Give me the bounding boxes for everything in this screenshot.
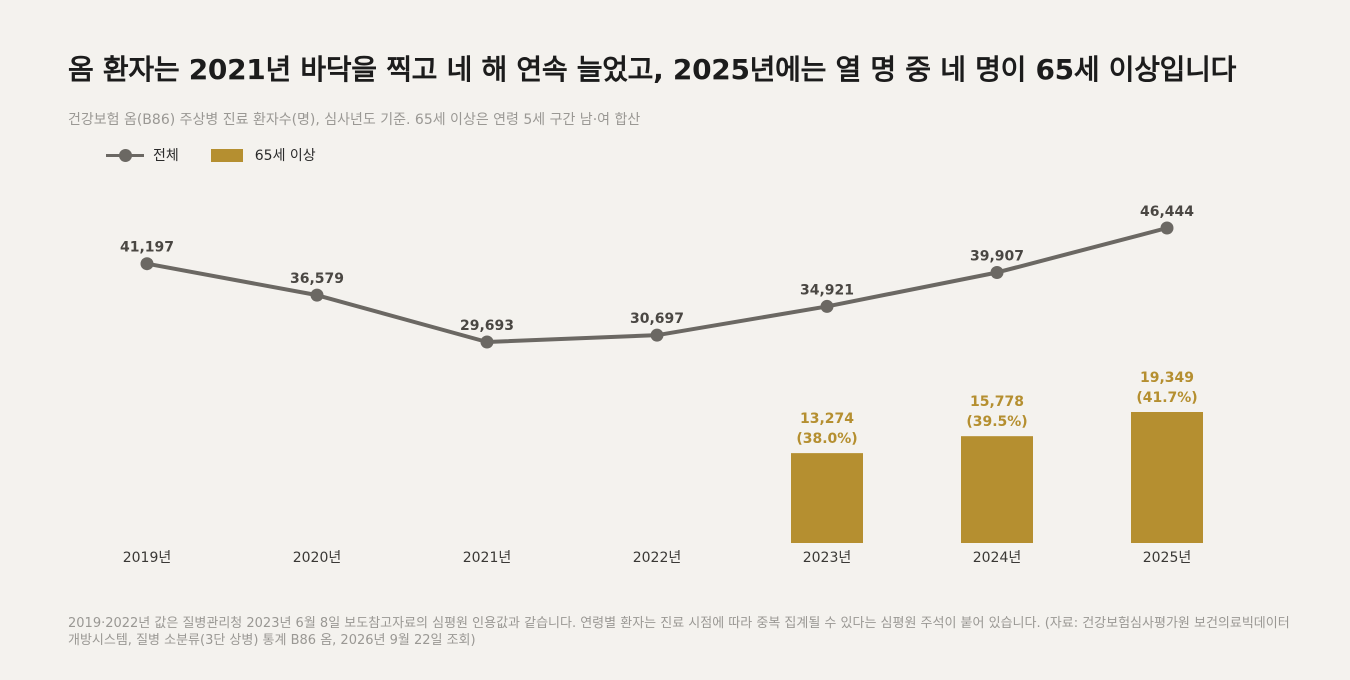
legend-item-total: 전체	[106, 145, 179, 165]
bar-value-label: 15,778	[970, 394, 1024, 410]
line-point-2022년	[650, 328, 664, 342]
legend-item-senior: 65세 이상	[210, 145, 316, 165]
bar-share-label: (41.7%)	[1136, 390, 1197, 406]
legend-bar-swatch-icon	[210, 148, 243, 162]
chart-subtitle: 건강보험 옴(B86) 주상병 진료 환자수(명), 심사년도 기준. 65세 …	[68, 112, 641, 128]
bar-share-label: (39.5%)	[966, 414, 1027, 430]
x-tick-label: 2023년	[803, 550, 852, 566]
line-point-2019년	[140, 257, 154, 271]
line-value-label: 30,697	[630, 311, 684, 327]
line-value-label: 39,907	[970, 248, 1024, 264]
chart-title: 옴 환자는 2021년 바닥을 찍고 네 해 연속 늘었고, 2025년에는 열…	[68, 53, 1237, 86]
line-point-2025년	[1160, 221, 1174, 235]
bar-value-label: 19,349	[1140, 370, 1194, 386]
x-tick-label: 2024년	[973, 550, 1022, 566]
legend: 전체 65세 이상	[106, 145, 348, 165]
bar-value-label: 13,274	[800, 411, 854, 427]
x-tick-label: 2019년	[123, 550, 172, 566]
line-value-label: 46,444	[1140, 204, 1194, 220]
bar-2025년	[1131, 412, 1203, 543]
chart-plot: 13,274 (38.0%) 15,778 (39.5%) 19,349 (41.7%) 4…	[120, 204, 1203, 566]
line-point-2020년	[310, 288, 324, 302]
line-point-2021년	[480, 335, 494, 349]
legend-label-senior: 65세 이상	[254, 148, 316, 164]
footnote: 2019·2022년 값은 질병관리청 2023년 6월 8일 보도참고자료의 …	[68, 616, 1290, 648]
x-tick-label: 2022년	[633, 550, 682, 566]
line-value-label: 29,693	[460, 318, 514, 334]
line-value-label: 34,921	[800, 282, 854, 298]
bar-2024년	[961, 436, 1033, 543]
x-tick-label: 2021년	[463, 550, 512, 566]
x-tick-label: 2020년	[293, 550, 342, 566]
line-point-2023년	[820, 299, 834, 313]
line-value-label: 36,579	[290, 271, 344, 287]
legend-line-marker-icon	[106, 148, 144, 162]
line-value-label: 41,197	[120, 240, 174, 256]
x-tick-label: 2025년	[1143, 550, 1192, 566]
legend-label-total: 전체	[153, 148, 179, 164]
bar-2023년	[791, 453, 863, 543]
bar-share-label: (38.0%)	[796, 431, 857, 447]
line-point-2024년	[990, 265, 1004, 279]
